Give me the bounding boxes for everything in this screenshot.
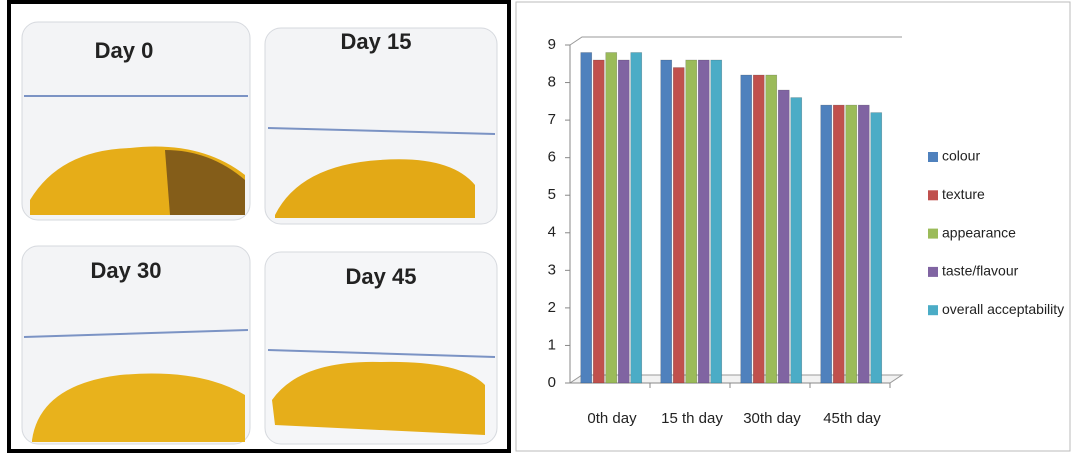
photo-label: Day 45	[346, 264, 417, 289]
bar	[870, 112, 883, 384]
legend-swatch	[928, 266, 938, 277]
x-tick-label: 0th day	[587, 410, 637, 427]
legend-label: overall acceptability	[942, 301, 1064, 317]
zip-line	[267, 349, 496, 358]
bar	[752, 74, 765, 384]
photo-label: Day 30	[91, 258, 162, 283]
bar	[592, 59, 605, 384]
bar	[790, 97, 803, 384]
y-tick-label: 3	[548, 261, 556, 278]
x-tick-label: 15 th day	[661, 410, 723, 427]
plot-wall	[569, 36, 902, 46]
legend-label: texture	[942, 186, 985, 202]
bar	[845, 104, 858, 384]
y-tick-label: 1	[548, 336, 556, 353]
bar	[857, 104, 870, 384]
bar	[765, 74, 778, 384]
y-tick-label: 7	[548, 111, 556, 128]
bar	[710, 59, 723, 384]
bar	[580, 52, 593, 384]
bar	[832, 104, 845, 384]
bar	[685, 59, 698, 384]
bar	[617, 59, 630, 384]
y-tick-label: 8	[548, 74, 556, 91]
photo-panel: Day 0 Day 15 Day 30 Day 45	[7, 0, 511, 453]
bar	[630, 52, 643, 384]
legend-label: appearance	[942, 224, 1016, 240]
legend-swatch	[928, 228, 938, 239]
chart: 0 1 2 3 4 5 6 7 8 9 0th day 15 th day 30th day 45th d…	[548, 36, 1065, 427]
legend-swatch	[928, 305, 938, 316]
bag	[264, 27, 498, 225]
bar	[672, 67, 685, 384]
noodles	[32, 373, 245, 442]
y-tick-label: 5	[548, 186, 556, 203]
x-tick-label: 45th day	[823, 410, 881, 427]
x-tick-label: 30th day	[743, 410, 801, 427]
bag	[264, 251, 498, 445]
y-tick-label: 0	[548, 374, 556, 391]
y-tick-label: 4	[548, 224, 556, 241]
y-tick-label: 9	[548, 36, 556, 53]
bar	[820, 104, 833, 384]
legend-swatch	[928, 152, 938, 162]
legend-label: colour	[942, 148, 980, 164]
bar	[605, 52, 618, 384]
zip-line	[23, 329, 249, 338]
bar	[740, 74, 753, 384]
bar	[777, 89, 790, 384]
bar	[697, 59, 710, 384]
y-tick-label: 6	[548, 149, 556, 166]
legend-label: taste/flavour	[942, 263, 1019, 279]
photo-label: Day 0	[95, 38, 154, 63]
y-tick-label: 2	[548, 299, 556, 316]
zip-line	[267, 127, 496, 135]
bag	[21, 21, 251, 221]
photo-label: Day 15	[341, 29, 412, 54]
noodles	[272, 361, 485, 435]
bag	[21, 245, 251, 445]
noodles-dark	[165, 150, 245, 215]
legend-swatch	[928, 190, 938, 201]
noodles	[275, 159, 475, 218]
bar	[660, 59, 673, 384]
